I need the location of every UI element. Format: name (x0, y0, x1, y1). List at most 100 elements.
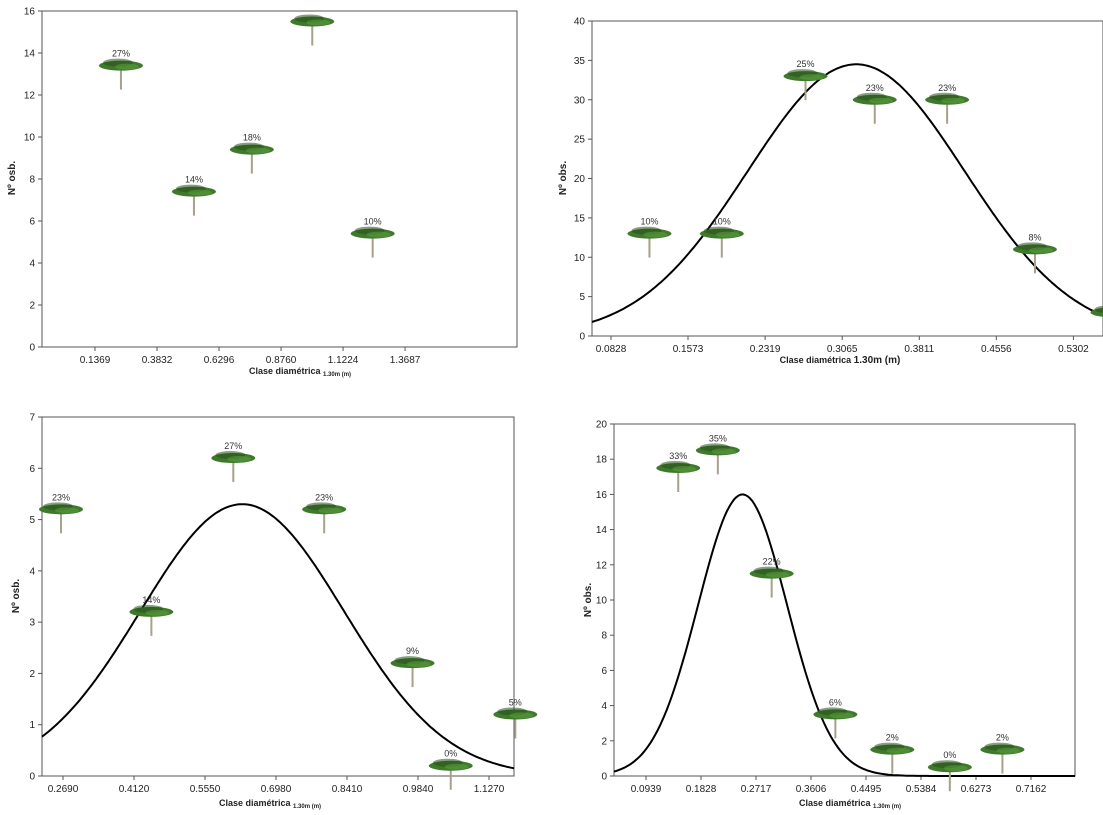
y-tick-label: 30 (574, 95, 586, 106)
y-tick-label: 15 (574, 213, 586, 224)
x-tick-label: 0.2690 (48, 784, 79, 795)
y-tick-label: 12 (596, 560, 608, 571)
y-tick-label: 6 (601, 666, 607, 677)
y-tick-label: 0 (29, 772, 35, 783)
tree-marker (627, 226, 672, 258)
tree-marker (428, 758, 473, 790)
percent-label: 27% (224, 441, 242, 451)
percent-label: 18% (243, 133, 261, 143)
y-tick-label: 0 (601, 772, 607, 783)
x-axis-label: Clase diamétrica 1.30m (m) (799, 798, 901, 810)
x-axis-label: Clase diamétrica 1.30m (m) (249, 366, 351, 378)
tree-marker (699, 226, 744, 258)
y-tick-label: 2 (29, 669, 35, 680)
y-tick-label: 6 (29, 217, 35, 228)
x-tick-label: 0.5302 (1058, 344, 1089, 355)
tree-marker (980, 742, 1025, 774)
y-tick-label: 7 (29, 413, 35, 424)
x-axis-label: Clase diamétrica 1.30m (m) (219, 798, 321, 810)
y-tick-label: 10 (24, 133, 36, 144)
y-tick-label: 16 (596, 490, 608, 501)
x-tick-label: 0.1369 (80, 355, 111, 366)
x-tick-label: 1.1270 (474, 784, 505, 795)
y-tick-label: 4 (29, 259, 35, 270)
x-tick-label: 0.0828 (596, 344, 627, 355)
y-tick-label: 4 (601, 701, 607, 712)
percent-label: 23% (938, 83, 956, 93)
tree-marker (1012, 242, 1057, 274)
x-tick-label: 0.8760 (266, 355, 297, 366)
y-tick-label: 1 (29, 720, 35, 731)
y-tick-label: 20 (596, 420, 608, 431)
y-axis-label: Nº osb. (7, 161, 18, 195)
percent-label: 33% (669, 451, 687, 461)
percent-label: 23% (866, 83, 884, 93)
tree-marker (290, 14, 335, 46)
y-tick-label: 5 (29, 515, 35, 526)
tree-marker (229, 142, 274, 174)
x-tick-label: 0.1573 (673, 344, 704, 355)
y-tick-label: 35 (574, 56, 586, 67)
percent-label: 6% (829, 697, 842, 707)
y-tick-label: 18 (596, 455, 608, 466)
percent-label: 14% (185, 175, 203, 185)
tree-marker (39, 502, 84, 534)
y-tick-label: 20 (574, 174, 586, 185)
tree-marker (129, 604, 174, 636)
tree-marker (656, 461, 701, 492)
percent-label: 8% (1028, 232, 1041, 242)
tree-marker (211, 451, 256, 483)
y-tick-label: 10 (596, 596, 608, 607)
x-tick-label: 0.4495 (851, 784, 882, 795)
y-tick-label: 8 (29, 175, 35, 186)
x-tick-label: 0.7162 (1016, 784, 1047, 795)
tree-marker (302, 502, 347, 534)
chart-panel-2: 0 5 10 15 20 25 30 35 40 0.0828 0.1573 0.2319 0.3065… (558, 17, 1103, 366)
plot-frame (591, 20, 1103, 337)
percent-label: 9% (406, 646, 419, 656)
normal-fit-curve (591, 63, 1103, 323)
chart-panel-4: 0 2 4 6 8 10 12 14 16 18 20 0.0939 0.1828 0.2717 0.360… (583, 420, 1076, 810)
y-tick-label: 16 (24, 7, 36, 18)
tree-marker (171, 184, 216, 216)
y-tick-label: 40 (574, 17, 586, 28)
tree-marker (350, 226, 395, 258)
chart-panel-3: 0 1 2 3 4 5 6 7 0.2690 0.4120 0.5550 0.6980 0.8410 0.… (11, 413, 538, 810)
y-tick-label: 3 (29, 618, 35, 629)
x-tick-label: 0.6296 (204, 355, 235, 366)
tree-marker (749, 566, 794, 598)
tree-marker (390, 656, 435, 688)
y-tick-label: 0 (29, 343, 35, 354)
x-tick-label: 0.5384 (906, 784, 937, 795)
tree-marker (783, 69, 828, 101)
y-axis-label: Nº osb. (11, 579, 22, 613)
x-tick-label: 0.3832 (142, 355, 173, 366)
tree-marker (1090, 305, 1103, 317)
percent-label: 0% (444, 749, 457, 759)
y-tick-label: 14 (24, 49, 36, 60)
plot-frame (613, 423, 1076, 777)
x-tick-label: 0.6273 (961, 784, 992, 795)
tree-marker (98, 58, 143, 90)
normal-fit-curve (613, 493, 1075, 777)
y-axis-label: Nº obs. (583, 583, 594, 617)
percent-label: 0% (943, 750, 956, 760)
percent-label: 22% (763, 557, 781, 567)
x-tick-label: 0.8410 (332, 784, 363, 795)
tree-marker (813, 707, 858, 739)
tree-marker (852, 92, 897, 124)
percent-label: 35% (709, 433, 727, 443)
y-tick-label: 5 (579, 292, 585, 303)
x-tick-label: 0.2717 (741, 784, 772, 795)
x-tick-label: 0.3065 (827, 344, 858, 355)
x-tick-label: 0.3811 (904, 344, 934, 355)
percent-label: 2% (886, 733, 899, 743)
percent-label: 14% (142, 595, 160, 605)
percent-label: 5% (509, 697, 522, 707)
y-tick-label: 6 (29, 464, 35, 475)
percent-label: 25% (797, 59, 815, 69)
y-tick-label: 0 (579, 332, 585, 343)
chart-panel-1: 0 2 4 6 8 10 12 14 16 0.1369 0.3832 0.6296 0.8760 1.1… (7, 7, 518, 378)
y-tick-label: 2 (29, 301, 35, 312)
normal-fit-curve (41, 503, 515, 770)
